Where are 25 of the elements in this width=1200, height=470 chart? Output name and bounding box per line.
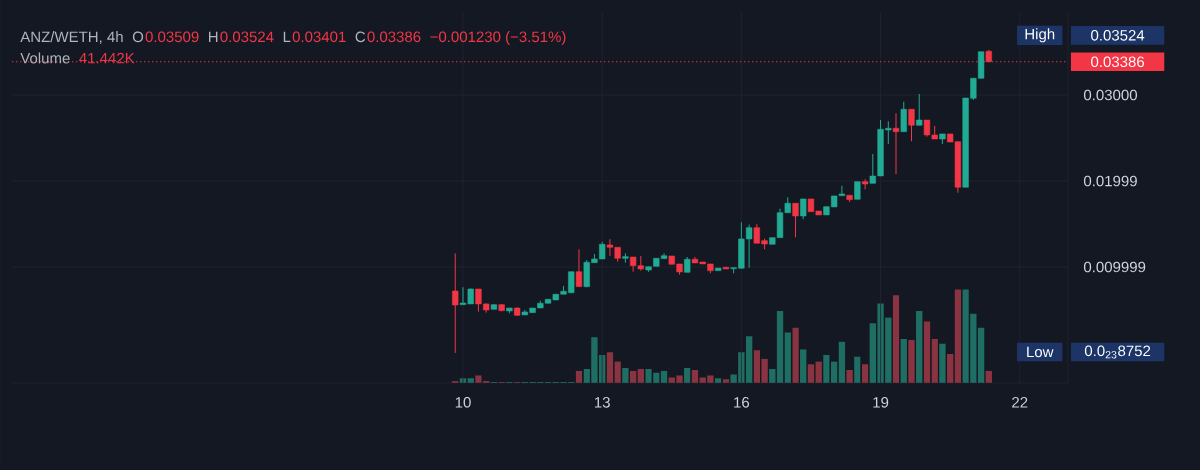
annotation: H <box>209 31 218 42</box>
x-tick-label: 13 <box>594 397 610 408</box>
annotation: C <box>355 31 366 43</box>
x-tick-label: 16 <box>734 397 750 408</box>
x-tick-label: 10 <box>455 397 471 408</box>
annotation: 41.442K <box>79 52 135 64</box>
annotation: L <box>283 31 291 42</box>
annotation: Low <box>1027 346 1054 358</box>
annotation: O <box>132 31 144 43</box>
text: 0.03524 <box>1091 30 1145 41</box>
y-tick-label: 0.009999 <box>1083 261 1146 273</box>
annotation: 0.03401 <box>292 31 346 43</box>
text: ANZ/WETH, 4h <box>20 31 123 44</box>
x-tick-label: 22 <box>1012 397 1028 408</box>
annotation: Volume <box>20 52 70 64</box>
annotation: 0.03509 <box>145 31 199 43</box>
x-tick-label: 19 <box>873 397 889 408</box>
ref-line-label: 0.03386 <box>1091 56 1145 68</box>
y-tick-label: 0.03000 <box>1083 89 1137 101</box>
text: 0.0$_{23}$8752 <box>1084 345 1151 359</box>
y-tick-label: 0.01999 <box>1083 175 1137 187</box>
annotation: 0.03524 <box>220 31 274 43</box>
annotation: 0.03386 <box>367 31 421 43</box>
annotation: −0.001230 (−3.51%) <box>430 31 566 46</box>
annotation: High <box>1025 28 1055 43</box>
